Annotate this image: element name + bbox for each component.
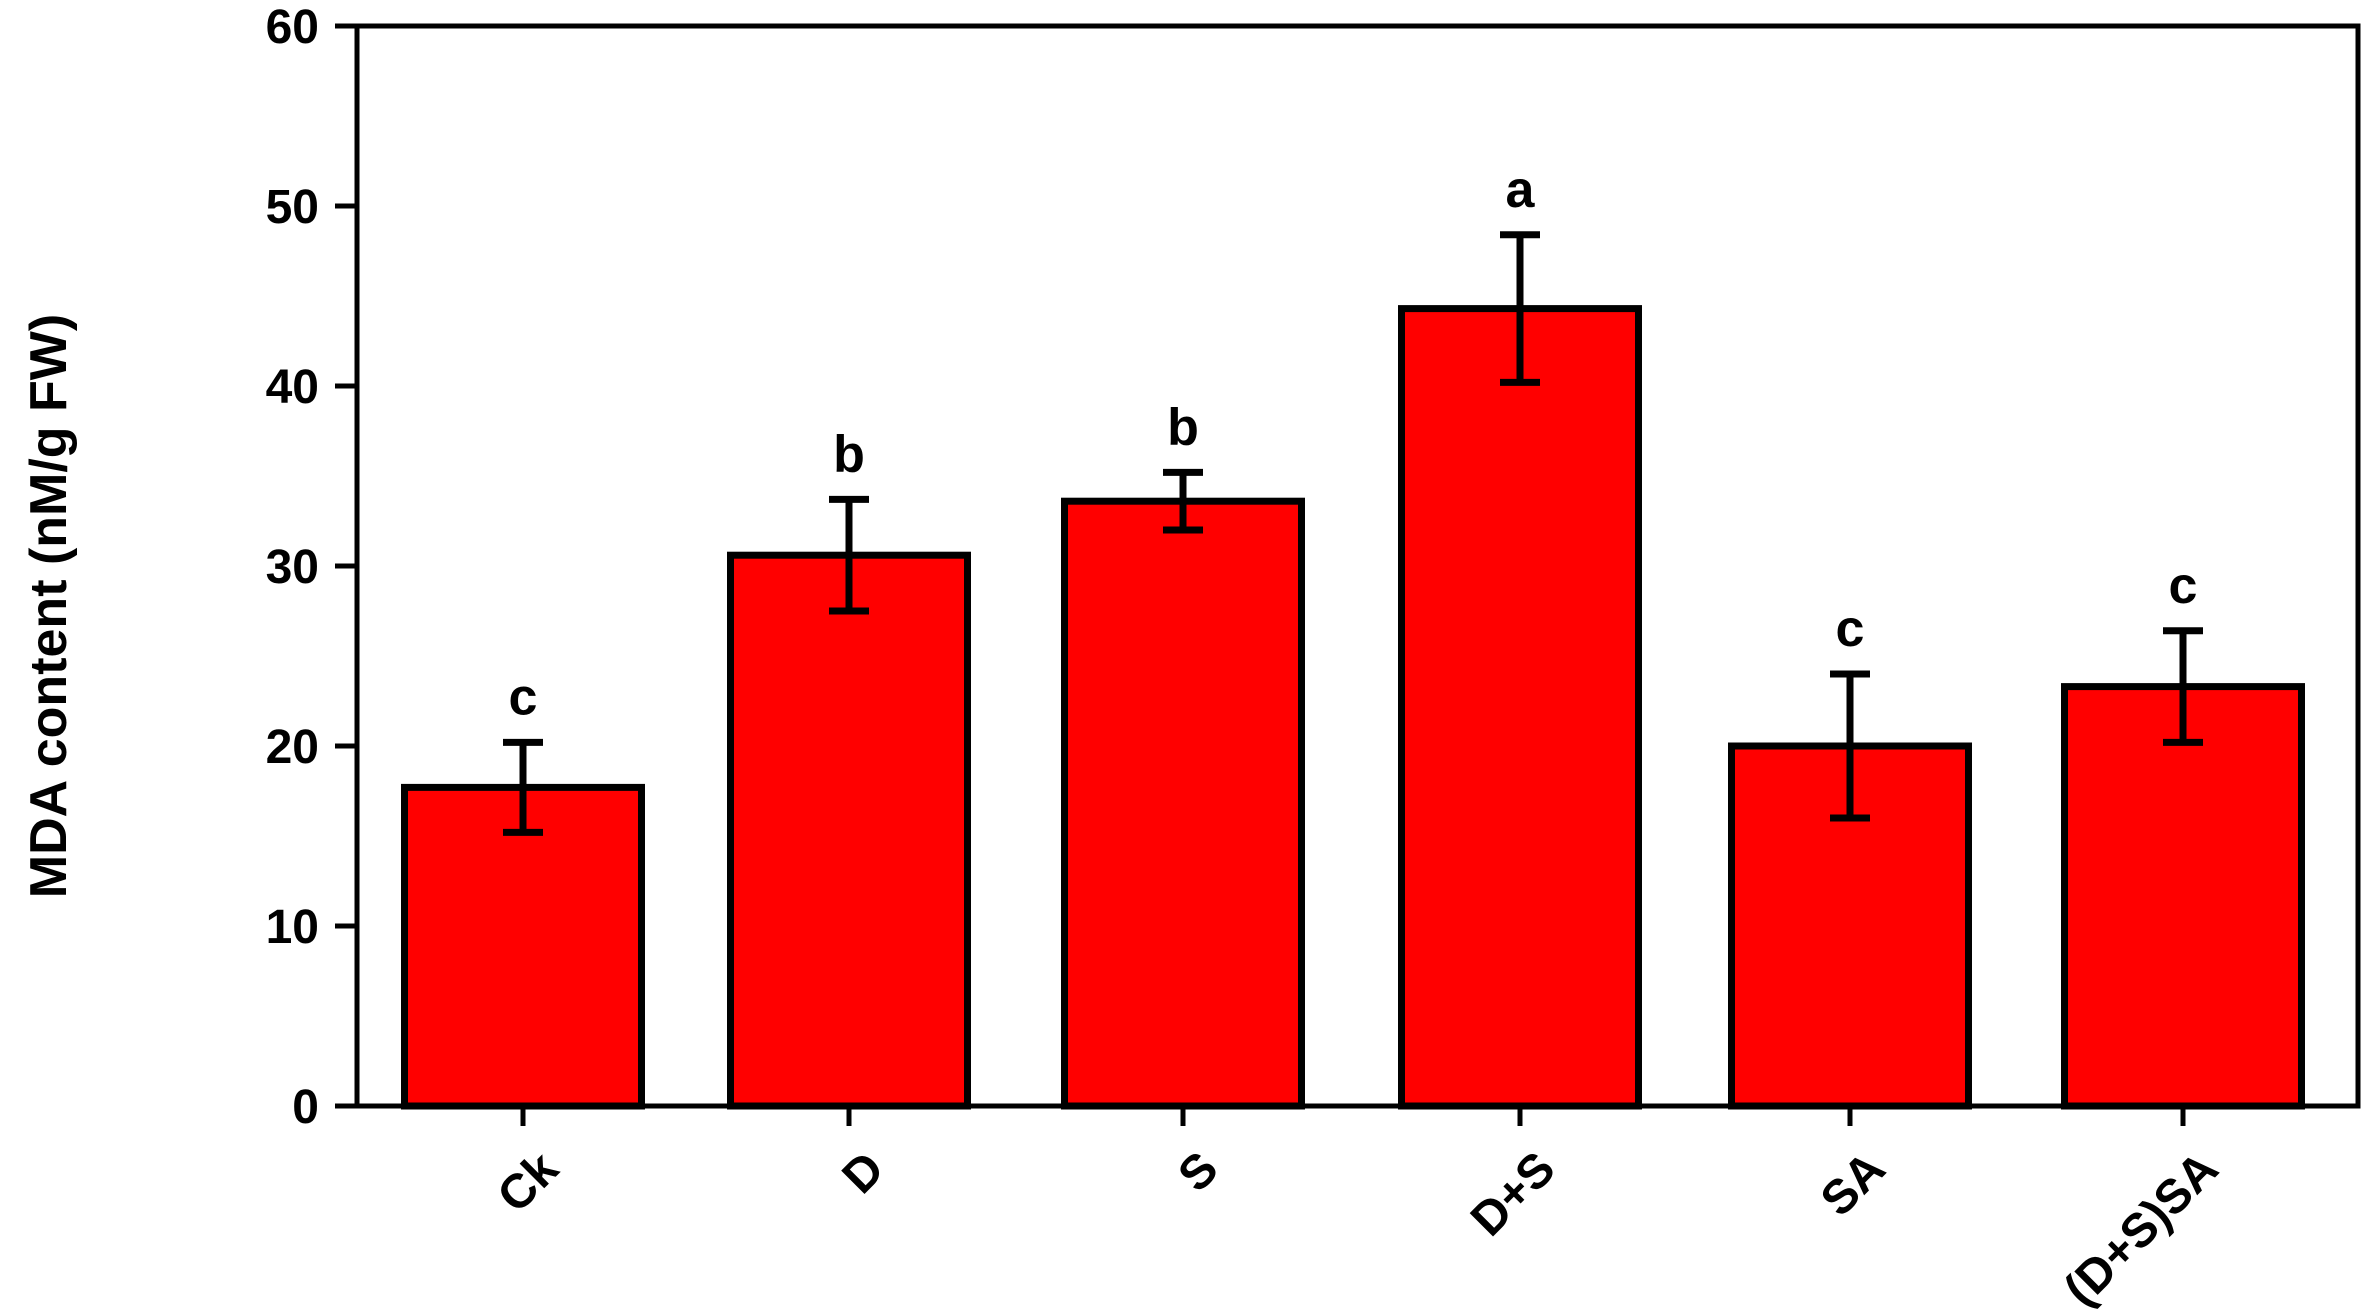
bar-3 xyxy=(1061,497,1305,1110)
y-axis-title: MDA content (nM/g FW) xyxy=(20,314,78,898)
significance-label-5: c xyxy=(1836,600,1865,658)
bar-1 xyxy=(401,783,645,1110)
significance-label-6: c xyxy=(2169,557,2198,615)
x-tick-label: SA xyxy=(1811,1142,1896,1227)
error-bar-6 xyxy=(2163,627,2203,746)
x-axis-ticks: Ck D S D+S SA (D+S)SA xyxy=(488,1106,2229,1313)
y-axis-ticks: 0 10 20 30 40 50 60 xyxy=(266,1,357,1134)
bar-4 xyxy=(1398,305,1642,1110)
y-tick-label: 0 xyxy=(292,1081,319,1134)
x-tick-label: (D+S)SA xyxy=(2054,1142,2228,1313)
error-bar-5 xyxy=(1830,670,1870,822)
significance-label-2: b xyxy=(833,425,865,483)
error-bar-3 xyxy=(1163,468,1203,534)
x-tick-label: D+S xyxy=(1461,1142,1565,1246)
x-tick-label: Ck xyxy=(488,1142,569,1223)
error-bar-2 xyxy=(829,495,869,615)
y-tick-label: 60 xyxy=(266,1,319,54)
y-tick-label: 20 xyxy=(266,721,319,774)
error-bars-layer xyxy=(503,231,2203,836)
significance-label-4: a xyxy=(1506,161,1536,219)
bars-layer xyxy=(401,305,2305,1110)
significance-label-1: c xyxy=(509,668,538,726)
x-tick-label: D xyxy=(833,1142,895,1204)
bar-2 xyxy=(727,551,971,1110)
y-tick-label: 40 xyxy=(266,361,319,414)
error-bar-4 xyxy=(1500,231,1540,386)
plot-frame xyxy=(354,23,2361,1109)
y-tick-label: 50 xyxy=(266,181,319,234)
significance-label-3: b xyxy=(1167,398,1199,456)
x-tick-label: S xyxy=(1168,1142,1228,1202)
bar-6 xyxy=(2061,683,2305,1110)
error-bar-1 xyxy=(503,738,543,836)
y-tick-label: 30 xyxy=(266,541,319,594)
y-tick-label: 10 xyxy=(266,901,319,954)
significance-labels-layer: c b b a c c xyxy=(509,161,2198,727)
